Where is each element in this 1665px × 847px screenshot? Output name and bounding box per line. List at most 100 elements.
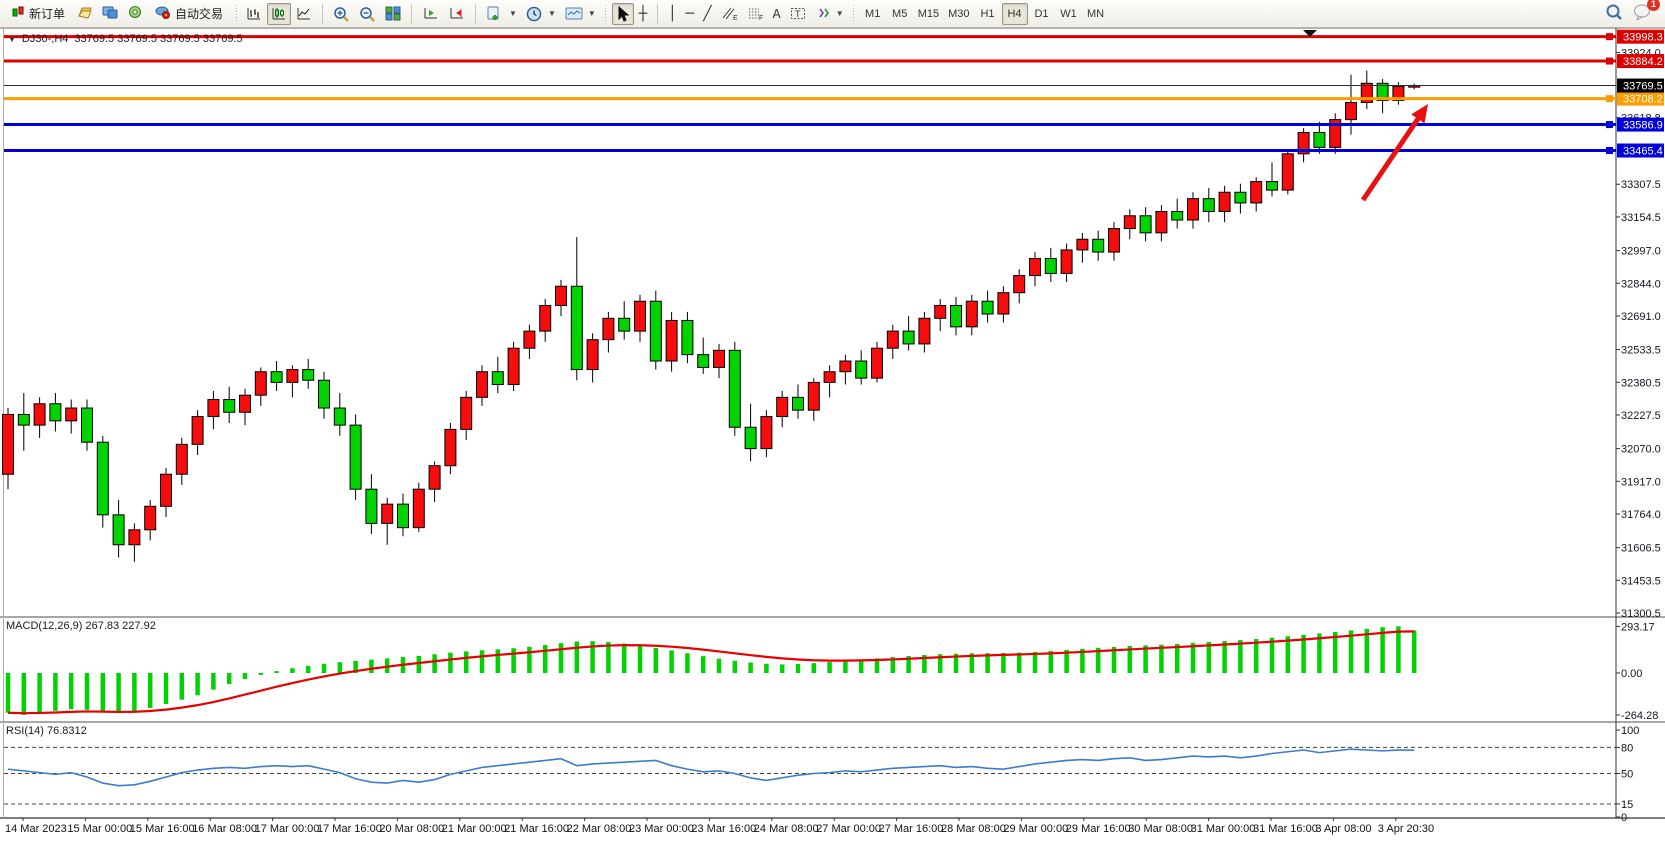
zoom-in-button[interactable] bbox=[329, 3, 354, 25]
candle bbox=[349, 424, 362, 490]
cursor-button[interactable] bbox=[611, 2, 634, 25]
svg-text:29 Mar 16:00: 29 Mar 16:00 bbox=[1066, 823, 1131, 835]
periods-button[interactable]: ▼ bbox=[522, 3, 560, 25]
candle bbox=[476, 371, 488, 398]
new-order-button[interactable]: 新订单 bbox=[4, 3, 72, 25]
horizontal-line-objects[interactable]: 33998.3 33884.2 33708.2 33586.9 33465.4 bbox=[4, 29, 1664, 158]
timeframe-H4[interactable]: H4 bbox=[1001, 2, 1028, 25]
svg-text:24 Mar 08:00: 24 Mar 08:00 bbox=[754, 823, 819, 835]
candle bbox=[792, 396, 804, 411]
trendline-icon: ╱ bbox=[703, 5, 712, 22]
arrows-icon bbox=[819, 8, 829, 18]
svg-text:293.17: 293.17 bbox=[1621, 621, 1655, 633]
svg-text:33307.5: 33307.5 bbox=[1621, 179, 1661, 191]
indicators-group: ▼ ▼ ▼ bbox=[482, 2, 600, 26]
tile-windows-icon bbox=[385, 6, 401, 21]
search-icon[interactable] bbox=[1605, 3, 1623, 25]
symbol-dropdown-icon[interactable]: ▼ bbox=[8, 34, 16, 44]
zoom-in-icon bbox=[334, 6, 349, 22]
price-level-badge bbox=[1617, 143, 1664, 158]
timeframe-M15[interactable]: M15 bbox=[914, 3, 943, 25]
bar-chart-button[interactable] bbox=[242, 3, 266, 25]
svg-text:32227.5: 32227.5 bbox=[1621, 410, 1661, 422]
line-anchor[interactable] bbox=[1606, 57, 1613, 65]
timeframe-M30[interactable]: M30 bbox=[944, 3, 973, 25]
candle bbox=[428, 465, 441, 490]
candle bbox=[1313, 131, 1326, 148]
template-icon bbox=[565, 7, 583, 20]
candlestick-chart-button[interactable] bbox=[267, 2, 292, 25]
svg-text:28 Mar 08:00: 28 Mar 08:00 bbox=[941, 823, 1006, 835]
line-anchor[interactable] bbox=[1606, 147, 1613, 155]
svg-text:21 Mar 16:00: 21 Mar 16:00 bbox=[504, 823, 569, 835]
candle bbox=[681, 319, 694, 356]
svg-text:F: F bbox=[759, 15, 763, 21]
signal-button[interactable] bbox=[123, 3, 147, 25]
svg-text:T: T bbox=[795, 9, 801, 19]
candle bbox=[223, 398, 236, 413]
tile-windows-button[interactable] bbox=[381, 3, 405, 25]
autotrading-icon bbox=[155, 5, 171, 22]
text-label-button[interactable]: T bbox=[786, 3, 811, 25]
auto-scroll-button[interactable] bbox=[418, 3, 443, 25]
high-marker-icon[interactable] bbox=[1303, 30, 1317, 37]
chart-shift-group bbox=[418, 2, 469, 26]
channel-button[interactable]: E bbox=[717, 3, 742, 25]
candle bbox=[539, 304, 552, 332]
candle bbox=[744, 426, 757, 450]
candle bbox=[1029, 257, 1041, 277]
price-level-badge bbox=[1617, 91, 1664, 106]
timeframe-W1[interactable]: W1 bbox=[1056, 3, 1082, 25]
vertical-line-button[interactable]: │ bbox=[664, 3, 680, 25]
timeframe-MN[interactable]: MN bbox=[1083, 3, 1109, 25]
svg-text:32844.0: 32844.0 bbox=[1621, 278, 1661, 290]
text-button[interactable]: A bbox=[769, 3, 785, 25]
fibonacci-button[interactable]: F bbox=[743, 3, 768, 25]
candle bbox=[760, 416, 773, 450]
candle bbox=[444, 428, 457, 467]
terminal-button[interactable] bbox=[98, 3, 122, 25]
notifications-button[interactable]: 1 bbox=[1633, 0, 1660, 25]
svg-text:0: 0 bbox=[1621, 812, 1627, 824]
svg-text:31 Mar 00:00: 31 Mar 00:00 bbox=[1191, 823, 1256, 835]
rsi-indicator-label: RSI(14) 76.8312 bbox=[6, 725, 87, 737]
timeframe-M5[interactable]: M5 bbox=[887, 3, 913, 25]
market-watch-button[interactable] bbox=[73, 3, 97, 25]
candle bbox=[1329, 119, 1342, 148]
arrow-head[interactable] bbox=[1411, 104, 1428, 124]
line-anchor[interactable] bbox=[1606, 121, 1613, 129]
line-anchor[interactable] bbox=[1606, 33, 1613, 41]
svg-text:E: E bbox=[733, 15, 738, 21]
add-indicator-button[interactable]: ▼ bbox=[482, 3, 521, 25]
svg-text:16 Mar 08:00: 16 Mar 08:00 bbox=[192, 823, 257, 835]
candle bbox=[776, 396, 789, 418]
zoom-out-button[interactable] bbox=[355, 3, 380, 25]
svg-text:30 Mar 08:00: 30 Mar 08:00 bbox=[1128, 823, 1193, 835]
template-button[interactable]: ▼ bbox=[561, 3, 600, 25]
crosshair-button[interactable]: ┼ bbox=[635, 3, 651, 25]
arrow-annotation[interactable] bbox=[1360, 110, 1425, 202]
timeframe-H1[interactable]: H1 bbox=[975, 3, 1001, 25]
rsi-line bbox=[7, 748, 1415, 787]
candle bbox=[1281, 153, 1294, 191]
arrows-button[interactable]: ▼ bbox=[812, 3, 848, 25]
candle bbox=[649, 300, 662, 362]
svg-text:31 Mar 16:00: 31 Mar 16:00 bbox=[1253, 823, 1318, 835]
timeframe-M1[interactable]: M1 bbox=[860, 3, 886, 25]
line-anchor[interactable] bbox=[1606, 95, 1613, 103]
price-level-badge bbox=[1617, 117, 1664, 132]
horizontal-line-button[interactable]: ─ bbox=[682, 3, 698, 25]
candle bbox=[697, 354, 710, 368]
text-label-icon: T bbox=[790, 8, 805, 19]
new-order-label: 新订单 bbox=[29, 7, 66, 21]
timeframe-D1[interactable]: D1 bbox=[1029, 3, 1055, 25]
chart-shift-button[interactable] bbox=[444, 3, 469, 25]
candle bbox=[839, 360, 852, 373]
trendline-button[interactable]: ╱ bbox=[699, 3, 715, 25]
autotrading-button[interactable]: 自动交易 bbox=[148, 3, 230, 25]
cursor-icon bbox=[618, 5, 630, 22]
line-chart-button[interactable] bbox=[292, 3, 316, 25]
